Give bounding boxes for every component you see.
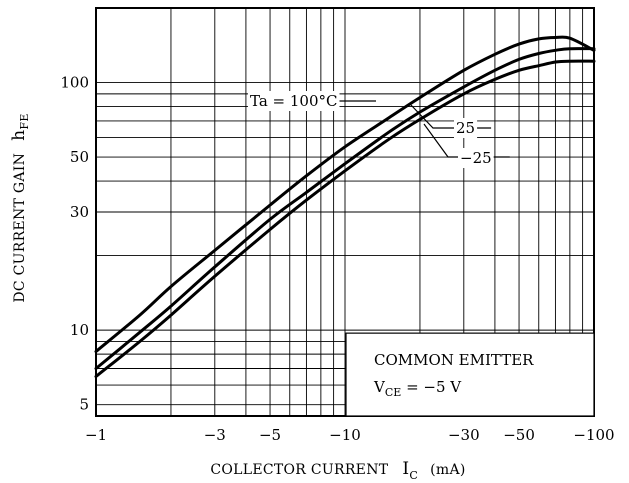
annotations: Ta = 100°C 25 −25 <box>248 91 510 168</box>
y-tick-label: 30 <box>70 203 89 221</box>
y-tick-label: 10 <box>70 321 89 339</box>
series-group <box>94 35 596 378</box>
annotation-25: 25 <box>456 119 475 137</box>
conditions-line-2: VCE = −5 V <box>373 378 462 399</box>
x-tick-labels: −1 −3 −5 −10 −30 −50 −100 <box>85 426 615 444</box>
x-tick-label: −5 <box>259 426 281 444</box>
y-tick-labels: 5 10 30 50 100 <box>60 74 89 414</box>
annotation-bg-minus25 <box>458 148 494 168</box>
x-axis-label: COLLECTOR CURRENT IC (mA) <box>210 459 465 482</box>
annotation-ta-100c: Ta = 100°C <box>250 92 338 110</box>
x-tick-label: −30 <box>448 426 480 444</box>
series-25-curve <box>94 47 596 370</box>
series-ta-100c-curve <box>94 35 596 353</box>
conditions-line-1: COMMON EMITTER <box>374 351 534 369</box>
x-tick-label: −1 <box>85 426 107 444</box>
annotation-minus25: −25 <box>460 149 492 167</box>
conditions-box <box>345 332 595 417</box>
x-tick-label: −10 <box>329 426 361 444</box>
y-tick-label: 50 <box>70 148 89 166</box>
y-tick-label: 100 <box>60 74 89 92</box>
annotation-bg-25 <box>454 118 478 138</box>
y-axis-label: DC CURRENT GAINhFE <box>9 113 31 302</box>
x-tick-label: −50 <box>503 426 535 444</box>
plot-area <box>95 7 595 417</box>
x-tick-label: −100 <box>573 426 614 444</box>
annotation-bg-100c <box>248 91 340 111</box>
x-tick-label: −3 <box>204 426 226 444</box>
y-tick-label: 5 <box>79 396 89 414</box>
series-minus25-curve <box>94 59 596 378</box>
